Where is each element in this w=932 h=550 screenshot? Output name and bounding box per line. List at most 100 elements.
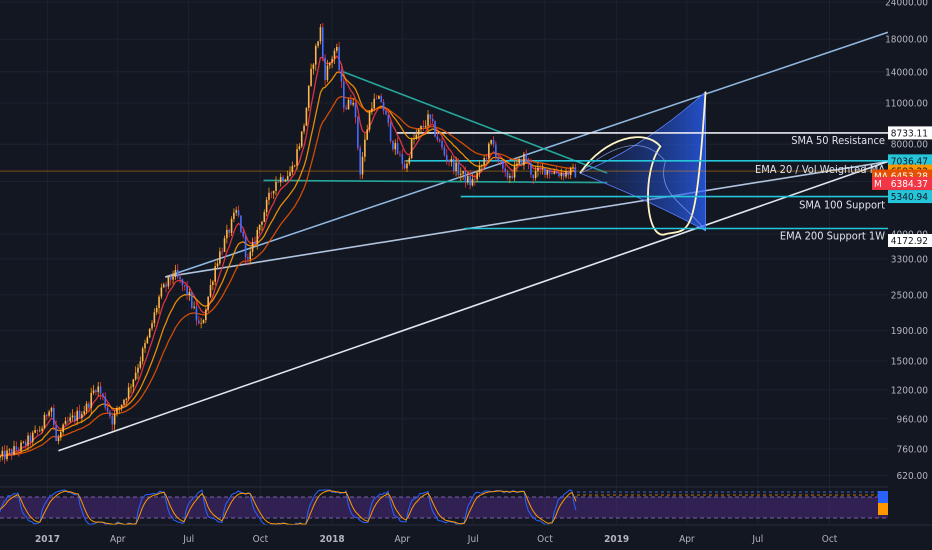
candle-body [113, 413, 116, 425]
candle-body [438, 139, 441, 141]
candle-body [71, 415, 74, 418]
candle-body [244, 236, 247, 258]
candle-body [303, 125, 305, 132]
candle-body [261, 221, 263, 225]
candle-body [0, 456, 1, 458]
candle-body [31, 432, 34, 442]
trendline-lower-channel [58, 160, 889, 452]
candle-body [427, 114, 429, 126]
candle-body [373, 98, 376, 109]
candle-body [263, 212, 266, 222]
candle-body [457, 162, 460, 175]
candle-body [422, 126, 425, 127]
candle-body [24, 441, 27, 446]
candle-body [469, 176, 471, 186]
candle-body [155, 307, 158, 313]
candle-body [375, 98, 378, 100]
osc-d-line [0, 490, 577, 526]
candle-body [354, 102, 357, 118]
time-tick-label: Apr [679, 534, 695, 545]
candle-body [387, 114, 390, 123]
candle-body [235, 210, 238, 213]
level-label-0: SMA 50 Resistance [791, 134, 885, 147]
candle-body [347, 99, 350, 110]
candle-body [394, 143, 397, 150]
price-tick-label: 3300.00 [891, 254, 928, 265]
candle-body [511, 176, 514, 178]
candle-body [452, 158, 455, 172]
candle-body [275, 181, 277, 191]
candle-body [277, 181, 280, 183]
price-axis[interactable]: 24000.00 18000.00 14000.00 11000.00 8000.00 6… [885, 0, 932, 525]
candle-body [551, 173, 553, 175]
candle-body [17, 449, 20, 451]
candle-body [340, 70, 343, 82]
price-tick-label: 620.00 [897, 471, 929, 482]
candle-body [13, 446, 15, 455]
time-axis[interactable]: 2017 Apr Jul Oct 2018 Apr Jul Oct 2019 Apr Jul Oct [0, 524, 932, 545]
candle-body [174, 269, 177, 277]
time-tick-label: Jul [467, 534, 479, 545]
level-label-2: SMA 100 Support [799, 199, 885, 212]
candle-body [141, 348, 144, 362]
candle-body [102, 393, 104, 397]
candle-body [520, 159, 523, 166]
candle-body [76, 410, 78, 421]
candle-body [506, 171, 509, 178]
candle-body [366, 129, 369, 140]
candles [0, 22, 577, 464]
candle-body [202, 320, 205, 324]
candle-body [221, 251, 223, 253]
candle-body [336, 46, 338, 51]
candle-body [139, 361, 142, 368]
candle-body [298, 146, 301, 150]
candle-body [473, 178, 476, 180]
candle-body [165, 284, 167, 287]
candle-body [558, 173, 560, 177]
candle-body [193, 306, 195, 308]
candle-body [462, 170, 464, 174]
level-tag-3-bg [888, 234, 932, 248]
price-tick-label: 760.00 [897, 445, 929, 456]
candle-body [251, 241, 254, 252]
candle-body [27, 435, 29, 446]
candle-body [212, 281, 214, 286]
candle-body [22, 441, 25, 443]
candle-body [499, 160, 502, 162]
candle-body [69, 417, 71, 422]
candle-body [471, 178, 474, 186]
price-tags: 8733.117036.475340.944172.926503.22MA645… [872, 126, 932, 248]
projection-path [579, 91, 707, 236]
level-tag-2: 5340.94 [888, 190, 932, 204]
candle-body [151, 323, 153, 329]
candle-body [48, 411, 50, 416]
candle-body [226, 229, 228, 239]
candle-body [10, 449, 13, 455]
candle-body [296, 149, 298, 166]
candle-body [328, 62, 331, 66]
candle-body [350, 99, 352, 105]
candle-body [219, 251, 221, 264]
price-tick-label: 1900.00 [891, 326, 928, 337]
time-tick-label: Oct [537, 534, 553, 545]
price-tag-2: M 6384.37 [872, 176, 932, 190]
osc-band [0, 497, 888, 518]
candle-body [567, 171, 570, 176]
candle-body [216, 263, 219, 267]
candle-body [319, 27, 322, 42]
candle-body [560, 173, 563, 177]
time-tick-label: 2017 [35, 534, 60, 545]
candle-body [109, 411, 111, 417]
ma-line-2 [0, 95, 576, 457]
candle-body [36, 430, 39, 431]
candle-body [233, 212, 235, 219]
candle-body [317, 41, 319, 46]
candle-body [242, 231, 245, 237]
candle-body [134, 372, 137, 380]
candle-body [364, 139, 366, 157]
candle-body [207, 296, 209, 310]
candle-body [483, 158, 485, 166]
candle-body [541, 168, 544, 169]
candle-body [518, 159, 521, 164]
